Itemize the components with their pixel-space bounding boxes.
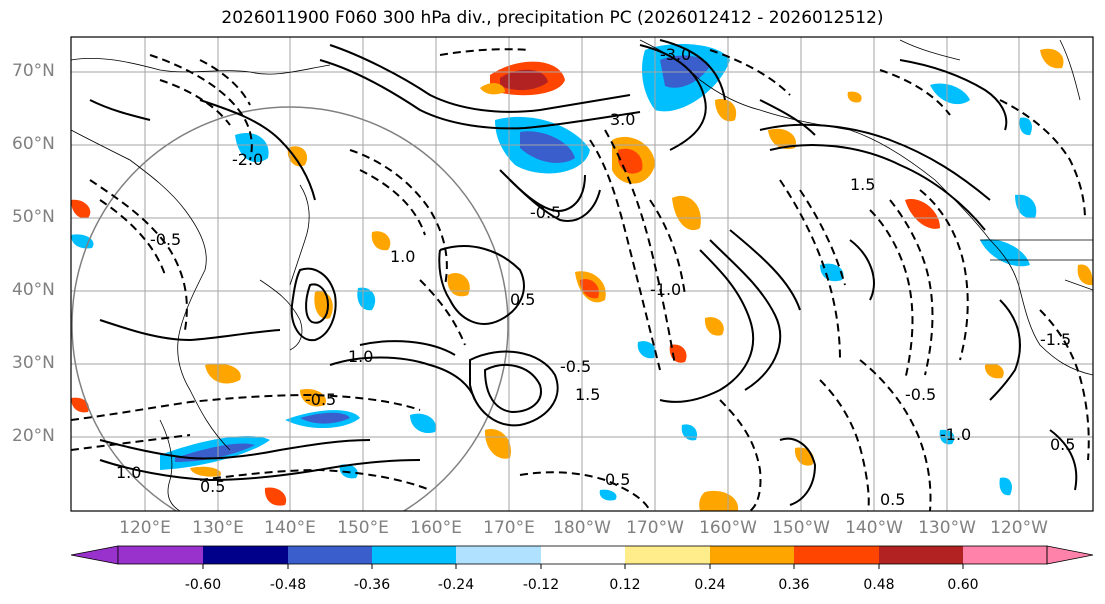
lat-label-40n: 40°N (12, 280, 55, 300)
graticule (71, 37, 1093, 511)
colorbar-segment (963, 546, 1047, 564)
lat-label-70n: 70°N (12, 61, 55, 81)
lon-label-130e: 130°E (192, 518, 244, 538)
colorbar-segment (118, 546, 203, 564)
contour-label: 1.0 (116, 463, 141, 482)
lat-label-30n: 30°N (12, 353, 55, 373)
contour-label: 0.5 (200, 477, 225, 496)
contour-label: -1.0 (650, 280, 681, 299)
colorbar-tick: -0.60 (184, 577, 222, 593)
lon-label-140w: 140°W (845, 518, 903, 538)
colorbar-segment (541, 546, 625, 564)
lon-label-170w: 170°W (626, 518, 684, 538)
lat-label-60n: 60°N (12, 134, 55, 154)
lon-label-160w: 160°W (699, 518, 757, 538)
lat-label-20n: 20°N (12, 426, 55, 446)
contour-label: 1.5 (575, 385, 600, 404)
lon-label-150e: 150°E (337, 518, 389, 538)
divergence-contours (89, 39, 1078, 506)
lon-label-160e: 160°E (410, 518, 462, 538)
colorbar-tick: -0.36 (353, 577, 391, 593)
colorbar-tick: -0.48 (269, 577, 307, 593)
colorbar-segment (456, 546, 541, 564)
colorbar-extend-high (1046, 545, 1094, 565)
colorbar-segment (710, 546, 794, 564)
highlight-circle (71, 106, 509, 511)
colorbar-segment (288, 546, 372, 564)
map-title: 2026011900 F060 300 hPa div., precipitat… (221, 8, 884, 28)
colorbar-tick: -0.12 (522, 577, 560, 593)
colorbar-tick: 0.24 (694, 577, 726, 593)
plot-frame (70, 36, 1094, 512)
contour-label: 1.0 (348, 347, 373, 366)
contour-label: -0.5 (560, 357, 591, 376)
colorbar-tick: 0.36 (778, 577, 810, 593)
contour-label: 0.5 (605, 470, 630, 489)
colorbar-segment (794, 546, 879, 564)
contour-label: -0.5 (305, 390, 336, 409)
contour-label: -0.5 (150, 230, 181, 249)
colorbar-tick: -0.24 (437, 577, 475, 593)
lon-label-150w: 150°W (772, 518, 830, 538)
colorbar-tick: 0.12 (609, 577, 641, 593)
divergence-contours-negative (71, 48, 1090, 511)
contour-label: -1.0 (940, 425, 971, 444)
contour-label: -0.5 (530, 203, 561, 222)
lon-label-170e: 170°E (483, 518, 535, 538)
contour-label: 1.5 (850, 175, 875, 194)
lon-label-180w: 180°W (553, 518, 611, 538)
contour-label: 3.0 (610, 110, 635, 129)
colorbar-segment (625, 546, 710, 564)
colorbar-segment (372, 546, 456, 564)
colorbar-tick: 0.48 (863, 577, 895, 593)
colorbar-segment (203, 546, 288, 564)
colorbar-segment (879, 546, 963, 564)
contour-label: -0.5 (905, 385, 936, 404)
contour-labels: -0.5 -0.5 -0.5 -1.0 -1.5 1.0 1.0 1.0 0.5… (116, 45, 1075, 509)
lon-label-140e: 140°E (264, 518, 316, 538)
lat-label-50n: 50°N (12, 207, 55, 227)
contour-label: 0.5 (510, 290, 535, 309)
contour-label: 0.5 (1050, 435, 1075, 454)
lon-label-120e: 120°E (119, 518, 171, 538)
colorbar-tick: 0.60 (947, 577, 979, 593)
contour-label: -2.0 (232, 150, 263, 169)
lon-label-120w: 120°W (990, 518, 1048, 538)
contour-label: -1.5 (1040, 330, 1071, 349)
contour-label: 1.0 (390, 247, 415, 266)
contour-label: 0.5 (880, 490, 905, 509)
lon-label-130w: 130°W (918, 518, 976, 538)
colorbar (70, 545, 1094, 569)
colorbar-extend-low (70, 545, 119, 565)
contour-label: -3.0 (660, 45, 691, 64)
